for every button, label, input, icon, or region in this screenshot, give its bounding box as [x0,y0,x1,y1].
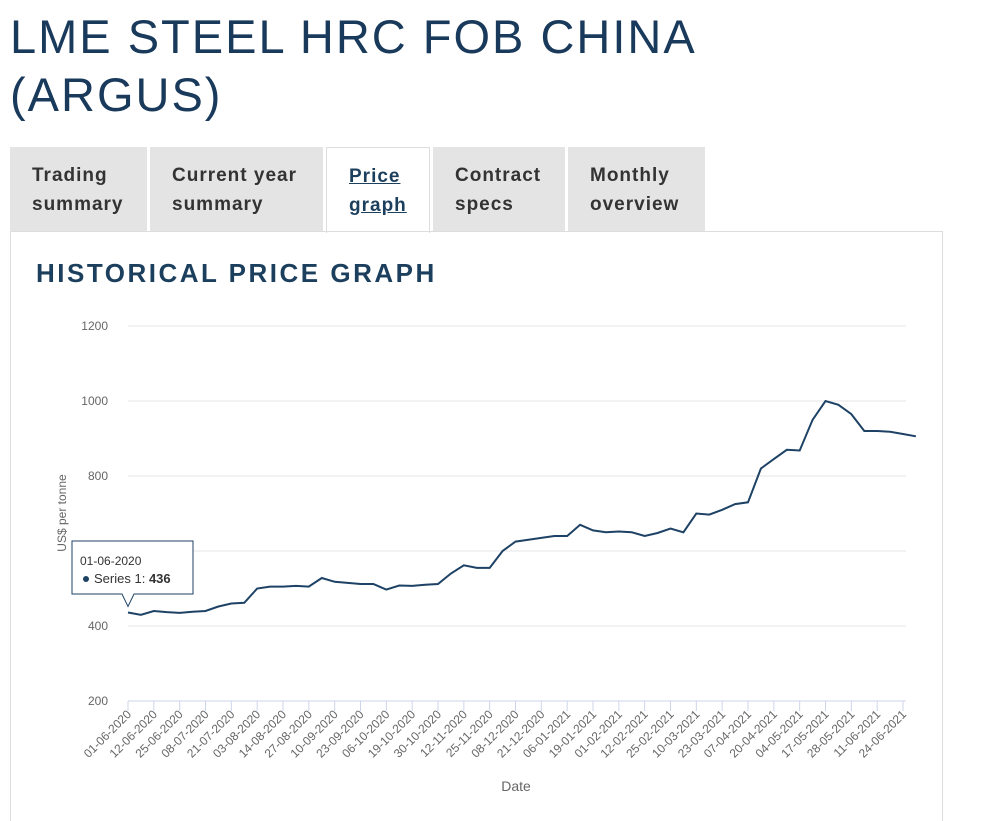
y-tick-label: 400 [88,619,108,633]
y-tick-label: 1200 [81,319,108,333]
y-tick-label: 200 [88,694,108,708]
tooltip-date: 01-06-2020 [80,554,142,568]
tab[interactable]: Monthly overview [568,147,705,231]
tooltip-dot [83,576,89,582]
tooltip-series: Series 1 [94,571,142,586]
panel [10,231,943,821]
x-axis-label: Date [501,778,531,794]
panel-heading: HISTORICAL PRICE GRAPH [36,258,437,288]
tab[interactable]: Trading summary [10,147,147,231]
page-title: LME STEEL HRC FOB CHINA (ARGUS) [10,10,695,121]
tooltip-box [71,540,194,608]
tooltip-number: 436 [149,571,171,586]
tooltip-value: Series 1: 436 [94,571,171,586]
price-line [127,399,917,616]
y-tick-label: 1000 [81,394,108,408]
tab[interactable]: Current year summary [150,147,323,231]
tab[interactable]: Price graph [326,147,430,233]
tooltip: 01-06-2020 Series 1: 436 [71,540,194,608]
y-axis-label: US$ per tonne [55,474,69,552]
y-tick-label: 800 [88,469,108,483]
tab[interactable]: Contract specs [433,147,565,231]
